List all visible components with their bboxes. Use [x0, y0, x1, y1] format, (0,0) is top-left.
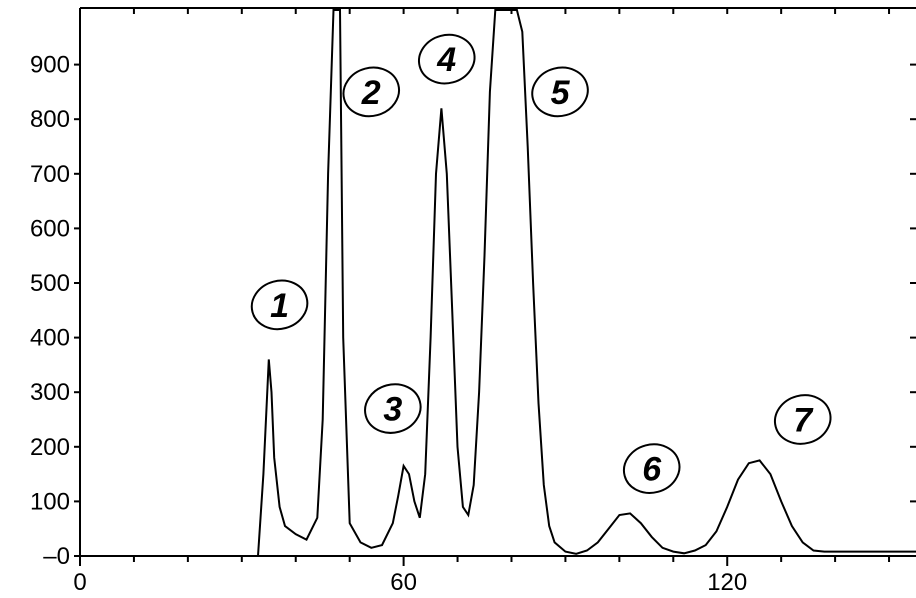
series-line-0 — [80, 9, 916, 557]
x-ticks: 0 60 120 — [73, 8, 891, 596]
peak-label-1: 1 — [250, 279, 309, 331]
y-tick-label: 600 — [30, 215, 70, 242]
peak-label-ellipse — [250, 279, 309, 331]
peak-label-text: 1 — [270, 287, 289, 325]
y-tick-label: 400 — [30, 325, 70, 352]
peak-label-text: 4 — [436, 41, 456, 79]
peak-label-ellipse — [364, 383, 422, 434]
y-tick-label: 300 — [30, 379, 70, 406]
peak-label-text: 5 — [551, 74, 571, 112]
peak-label-text: 7 — [793, 402, 814, 440]
peak-label-ellipse — [418, 33, 476, 85]
peak-label-6: 6 — [622, 443, 681, 494]
x-tick-label: 60 — [390, 569, 417, 596]
y-tick-label: –0 — [43, 543, 70, 570]
y-tick-label: 800 — [30, 106, 70, 133]
y-tick-label: 200 — [30, 434, 70, 461]
x-tick-label: 120 — [707, 569, 747, 596]
peak-label-ellipse — [531, 66, 589, 118]
peak-label-5: 5 — [531, 66, 589, 118]
x-tick-label: 0 — [73, 569, 86, 596]
peak-label-4: 4 — [418, 33, 476, 85]
peak-label-text: 2 — [361, 74, 381, 112]
peak-label-ellipse — [342, 66, 401, 118]
y-tick-label: 700 — [30, 161, 70, 188]
axes — [79, 7, 916, 557]
peak-label-text: 3 — [383, 391, 402, 429]
peak-label-ellipse — [773, 394, 832, 445]
y-ticks: –0 100 200 300 400 500 600 700 800 900 — [30, 52, 916, 570]
peak-label-2: 2 — [342, 66, 401, 118]
y-tick-label: 100 — [30, 488, 70, 515]
peak-label-3: 3 — [364, 383, 422, 434]
peak-label-text: 6 — [642, 451, 662, 489]
peak-label-ellipse — [622, 443, 681, 494]
series-layer — [80, 9, 916, 557]
peak-label-7: 7 — [773, 394, 832, 445]
peak-annotations: 1 2 3 4 5 6 7 — [250, 33, 832, 494]
y-tick-label: 500 — [30, 270, 70, 297]
y-tick-label: 900 — [30, 52, 70, 79]
